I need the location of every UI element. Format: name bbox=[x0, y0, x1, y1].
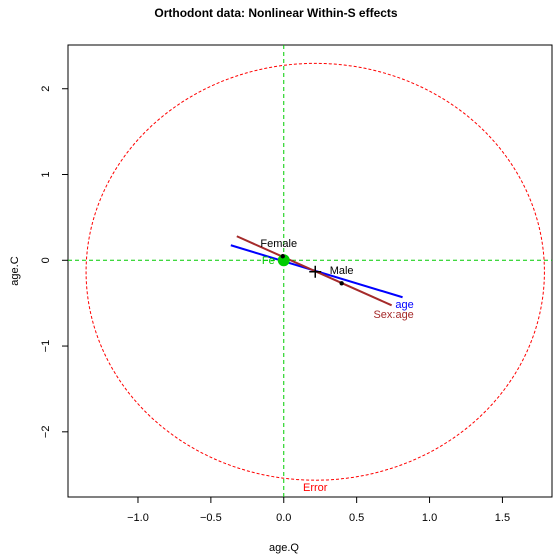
x-tick-label: 0.0 bbox=[276, 512, 291, 524]
y-tick-label: 0 bbox=[40, 257, 52, 263]
error-ellipse bbox=[85, 62, 545, 481]
plot-frame bbox=[67, 44, 553, 498]
x-tick-label: 1.5 bbox=[495, 512, 510, 524]
hypothesis-line bbox=[236, 235, 393, 307]
y-axis-title: age.C bbox=[9, 256, 21, 285]
group-mean bbox=[280, 254, 285, 259]
group-label: Male bbox=[330, 265, 354, 277]
x-tick-label: 1.0 bbox=[422, 512, 437, 524]
ellipse-label: Error bbox=[303, 482, 328, 494]
x-tick-label: −0.5 bbox=[200, 512, 222, 524]
intercept-label: Fe bbox=[262, 255, 275, 267]
hypothesis-label: age bbox=[395, 299, 413, 311]
y-tick-label: −2 bbox=[40, 426, 52, 439]
chart-title: Orthodont data: Nonlinear Within-S effec… bbox=[154, 6, 398, 20]
x-axis-title: age.Q bbox=[269, 542, 299, 554]
group-mean bbox=[339, 281, 344, 286]
group-label: Female bbox=[260, 238, 297, 250]
x-tick-label: 0.5 bbox=[349, 512, 364, 524]
y-tick-label: 1 bbox=[40, 171, 52, 177]
grand-mean bbox=[309, 265, 322, 278]
intercept-point bbox=[277, 254, 290, 267]
y-tick-label: −1 bbox=[40, 340, 52, 353]
x-tick-label: −1.0 bbox=[127, 512, 149, 524]
y-tick-label: 2 bbox=[40, 86, 52, 92]
hypothesis-label: Sex:age bbox=[373, 309, 413, 321]
